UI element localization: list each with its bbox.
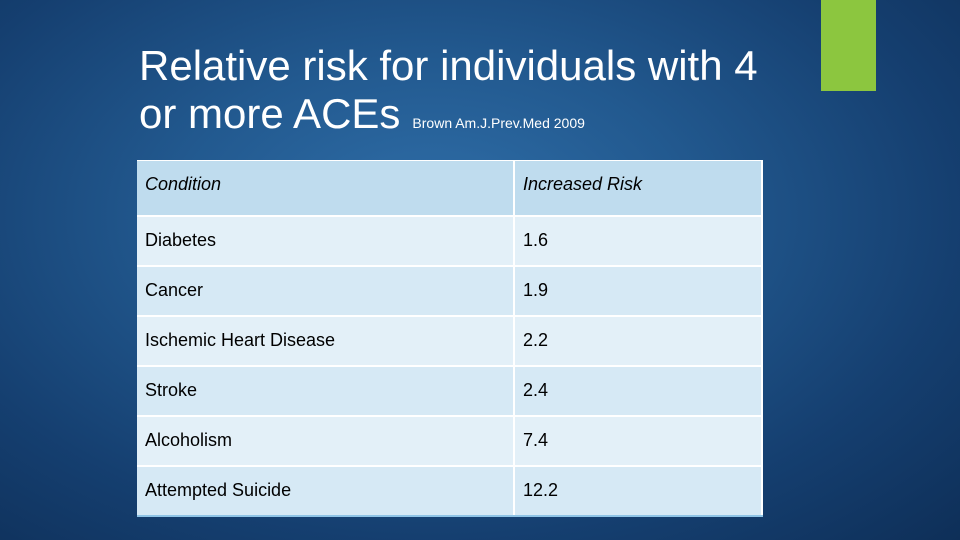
header-increased-risk: Increased Risk	[514, 160, 763, 217]
cell-condition: Diabetes	[137, 216, 515, 267]
risk-table: Condition Increased Risk Diabetes 1.6 Ca…	[137, 160, 763, 517]
header-condition: Condition	[137, 160, 515, 217]
cell-risk: 2.4	[514, 366, 763, 417]
slide-title-text: Relative risk for individuals with 4 or …	[139, 42, 758, 137]
cell-risk: 12.2	[514, 466, 763, 517]
cell-risk: 1.6	[514, 216, 763, 267]
accent-bar	[821, 0, 876, 91]
cell-risk: 7.4	[514, 416, 763, 467]
cell-condition: Stroke	[137, 366, 515, 417]
cell-risk: 1.9	[514, 266, 763, 317]
table-row: Cancer 1.9	[137, 266, 763, 317]
cell-condition: Ischemic Heart Disease	[137, 316, 515, 367]
citation: Brown Am.J.Prev.Med 2009	[412, 115, 585, 131]
table-header-row: Condition Increased Risk	[137, 160, 763, 217]
table-row: Stroke 2.4	[137, 366, 763, 417]
cell-condition: Attempted Suicide	[137, 466, 515, 517]
slide-title: Relative risk for individuals with 4 or …	[139, 42, 799, 138]
cell-condition: Alcoholism	[137, 416, 515, 467]
cell-condition: Cancer	[137, 266, 515, 317]
table-row: Diabetes 1.6	[137, 216, 763, 267]
cell-risk: 2.2	[514, 316, 763, 367]
table-row: Ischemic Heart Disease 2.2	[137, 316, 763, 367]
table-row: Alcoholism 7.4	[137, 416, 763, 467]
table-row: Attempted Suicide 12.2	[137, 466, 763, 517]
